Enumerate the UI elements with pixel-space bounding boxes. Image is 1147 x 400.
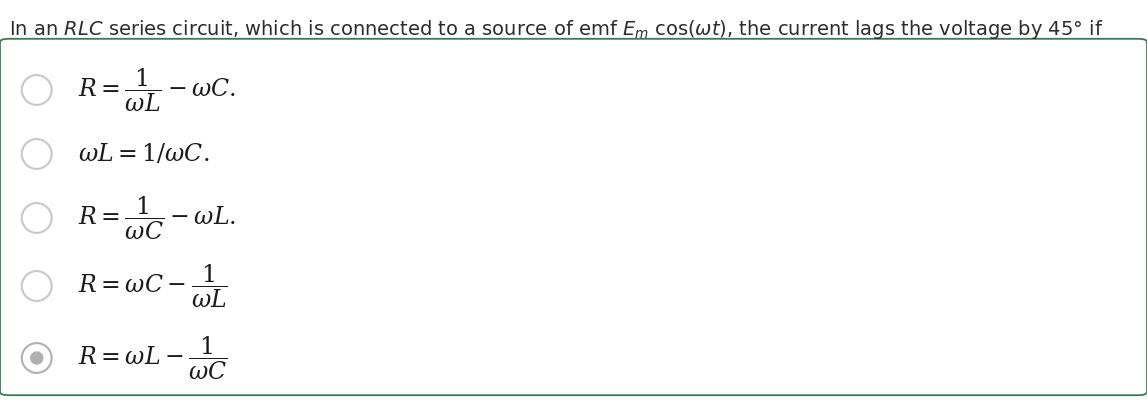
Text: $R = \dfrac{1}{\omega C} - \omega L.$: $R = \dfrac{1}{\omega C} - \omega L.$ (78, 194, 236, 242)
Text: In an $\mathit{RLC}$ series circuit, which is connected to a source of emf $E_m$: In an $\mathit{RLC}$ series circuit, whi… (9, 18, 1103, 41)
Text: $R = \omega L - \dfrac{1}{\omega C}$: $R = \omega L - \dfrac{1}{\omega C}$ (78, 334, 228, 382)
Text: $\omega L = 1/ \omega C.$: $\omega L = 1/ \omega C.$ (78, 142, 210, 166)
Text: $R = \omega C - \dfrac{1}{\omega L}$: $R = \omega C - \dfrac{1}{\omega L}$ (78, 262, 228, 310)
Text: $R = \dfrac{1}{\omega L} - \omega C.$: $R = \dfrac{1}{\omega L} - \omega C.$ (78, 66, 236, 114)
